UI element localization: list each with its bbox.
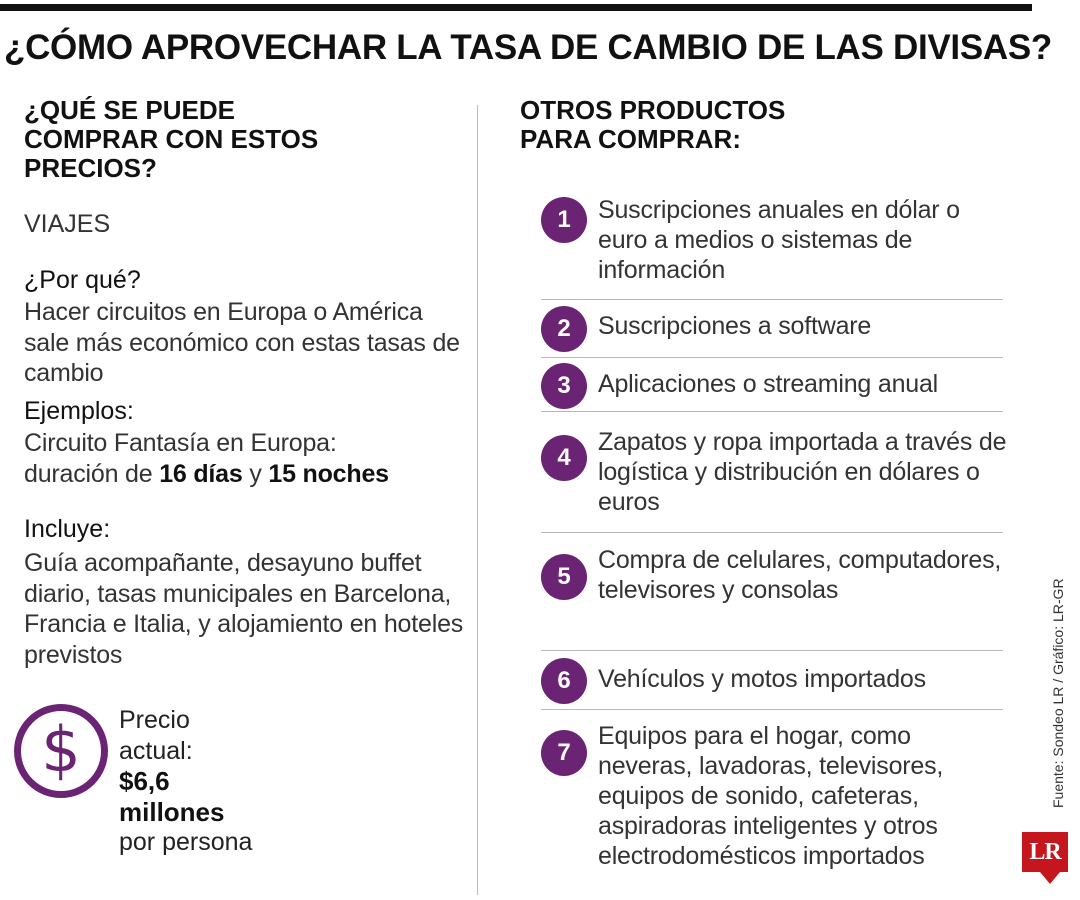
- examples-text: Circuito Fantasía en Europa: duración de…: [24, 428, 464, 489]
- item-separator: [541, 650, 1003, 651]
- page-title: ¿CÓMO APROVECHAR LA TASA DE CAMBIO DE LA…: [4, 28, 1052, 67]
- examples-label: Ejemplos:: [24, 397, 134, 425]
- price-label-2: actual:: [119, 736, 193, 765]
- item-text: Zapatos y ropa importada a través de log…: [598, 428, 1007, 516]
- price-block: Precio actual: $6,6 millones por persona: [119, 705, 319, 858]
- price-value-1: $6,6: [119, 766, 170, 796]
- lr-logo-tail: [1040, 872, 1060, 884]
- item-number-badge: 2: [541, 306, 587, 352]
- item-number-badge: 1: [541, 197, 587, 243]
- item-text: Suscripciones anuales en dólar o euro a …: [598, 196, 960, 284]
- item-number-badge: 5: [541, 554, 587, 600]
- price-value-2: millones: [119, 796, 225, 827]
- item-number-badge: 4: [541, 435, 587, 481]
- item-separator: [541, 357, 1003, 358]
- column-divider: [477, 105, 478, 895]
- left-heading: ¿QUÉ SE PUEDE COMPRAR CON ESTOS PRECIOS?: [24, 95, 319, 183]
- item-separator: [541, 709, 1003, 710]
- price-suffix: por persona: [119, 828, 253, 856]
- item-number-badge: 7: [541, 730, 587, 776]
- lr-logo: LR: [1022, 832, 1068, 872]
- price-label-1: Precio: [119, 706, 190, 734]
- dollar-icon: $: [14, 704, 108, 798]
- includes-text: Guía acompañante, desayuno buffet diario…: [24, 549, 464, 669]
- item-text: Vehículos y motos importados: [598, 665, 926, 693]
- top-rule: [0, 4, 1032, 11]
- examples-nights: 15 noches: [268, 459, 389, 488]
- examples-and: y: [242, 459, 269, 488]
- examples-pre: duración de: [24, 459, 160, 488]
- includes-label: Incluye:: [24, 515, 111, 543]
- right-heading: OTROS PRODUCTOS PARA COMPRAR:: [520, 95, 786, 154]
- item-number-badge: 3: [541, 363, 587, 409]
- why-text: Hacer circuitos en Europa o América sale…: [24, 298, 460, 387]
- source-credit: Fuente: Sondeo LR / Gráfico: LR-GR: [1050, 578, 1066, 808]
- item-text: Equipos para el hogar, como neveras, lav…: [598, 722, 944, 870]
- item-text: Compra de celulares, computadores, telev…: [598, 546, 1002, 604]
- item-separator: [541, 532, 1003, 533]
- item-separator: [541, 299, 1003, 300]
- item-text: Aplicaciones o streaming anual: [598, 370, 939, 398]
- item-text: Suscripciones a software: [598, 312, 872, 340]
- examples-line-1: Circuito Fantasía en Europa:: [24, 429, 337, 457]
- why-label: ¿Por qué?: [24, 266, 141, 294]
- item-separator: [541, 411, 1003, 412]
- examples-days: 16 días: [159, 459, 243, 488]
- category-label: VIAJES: [24, 210, 111, 238]
- item-number-badge: 6: [541, 658, 587, 704]
